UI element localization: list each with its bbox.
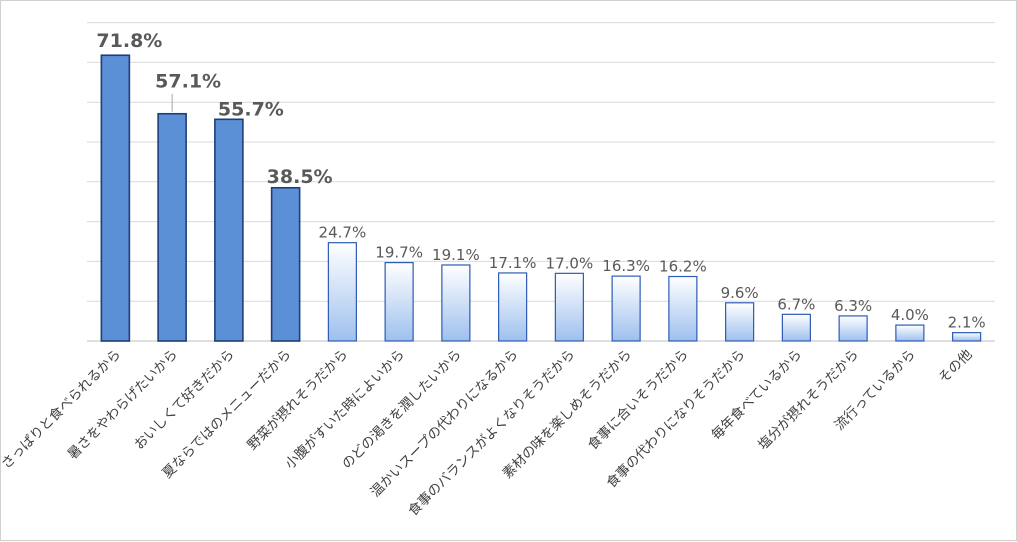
value-label-11: 16.2%	[659, 258, 707, 276]
category-label-16: その他	[936, 347, 976, 387]
category-label-6: 小腹がすいた時によいから	[281, 346, 408, 473]
value-label-10: 16.3%	[602, 257, 650, 275]
bar-7	[441, 264, 471, 342]
bar-6	[384, 261, 414, 342]
value-label-14: 6.3%	[834, 297, 872, 315]
value-label-9: 17.0%	[546, 254, 594, 272]
bar-16	[952, 332, 982, 342]
value-label-5: 24.7%	[319, 224, 367, 242]
bar-11	[668, 275, 698, 342]
value-label-1: 71.8%	[96, 30, 162, 52]
value-label-13: 6.7%	[777, 295, 815, 313]
bar-10	[611, 275, 641, 342]
value-label-16: 2.1%	[948, 314, 986, 332]
value-label-7: 19.1%	[432, 246, 480, 264]
value-label-6: 19.7%	[375, 244, 423, 262]
value-label-8: 17.1%	[489, 254, 537, 272]
category-labels: さっぱりと食べられるから暑さをやわらげたいからおいしくて好きだから夏ならではのメ…	[1, 346, 975, 520]
value-label-12: 9.6%	[721, 284, 759, 302]
bar-9	[554, 272, 584, 342]
bar-15	[895, 324, 925, 342]
category-label-2: 暑さをやわらげたいから	[65, 347, 181, 463]
bar-8	[498, 272, 528, 342]
value-labels: 71.8% 57.1% 55.7% 38.5% 24.7% 19.7% 19.1% 17.1%…	[96, 30, 985, 331]
category-label-14: 塩分が摂れそうだから	[755, 347, 862, 454]
value-label-4: 38.5%	[267, 166, 333, 188]
bar-1	[100, 54, 131, 342]
bar-2	[157, 112, 187, 342]
bars	[100, 54, 982, 342]
bar-13	[781, 313, 811, 342]
bar-5	[327, 242, 357, 342]
bar-4	[270, 186, 301, 342]
bar-12	[725, 302, 755, 342]
bar-14	[838, 315, 868, 342]
category-label-3: おいしくて好きだから	[131, 347, 237, 453]
value-label-3: 55.7%	[218, 98, 284, 120]
category-label-5: 野菜が摂れそうだから	[244, 347, 351, 454]
value-label-2: 57.1%	[155, 71, 221, 93]
bar-3	[214, 118, 244, 342]
category-label-11: 食事に合いそうだから	[584, 346, 691, 453]
value-label-15: 4.0%	[891, 306, 929, 324]
